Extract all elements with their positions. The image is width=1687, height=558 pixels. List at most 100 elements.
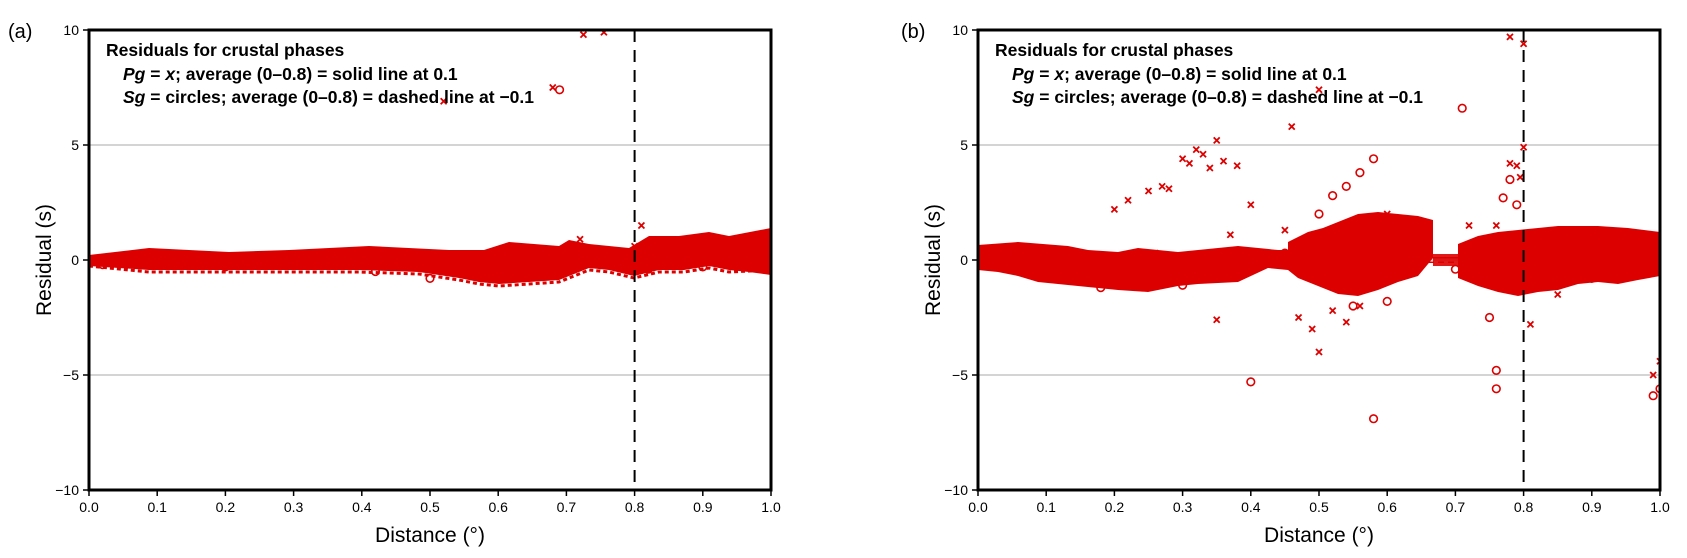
sg-point <box>548 248 558 258</box>
sg-point <box>1450 264 1461 274</box>
sg-avg-b: −0.1 <box>1388 87 1423 107</box>
pg-point <box>637 221 646 230</box>
legend-title-b: Residuals for crustal phases <box>995 40 1234 60</box>
sg-point <box>98 260 108 270</box>
xtick-label: 0.3 <box>284 499 304 515</box>
ytick-label: 5 <box>960 137 968 153</box>
xtick-label: 0.0 <box>968 499 988 515</box>
sg-avg-a: −0.1 <box>499 87 534 107</box>
pg-text-b: ; average (0–0.8) = solid line at <box>1064 64 1322 84</box>
sg-point <box>643 264 653 274</box>
ytick-label: −10 <box>55 482 79 498</box>
pg-point <box>1516 173 1524 181</box>
legend-title-a: Residuals for crustal phases <box>106 40 345 60</box>
ytick-label: −5 <box>63 367 79 383</box>
cloud-right-b <box>1458 226 1660 296</box>
sg-point <box>1655 384 1660 394</box>
sg-point <box>1621 269 1631 279</box>
cloud-flat-b <box>1433 254 1458 266</box>
sg-point <box>1328 191 1338 201</box>
legend-pg-b: Pg = x; average (0–0.8) = solid line at … <box>1012 64 1347 84</box>
panel-b-yticks <box>972 29 978 491</box>
xtick-label: 0.9 <box>1582 499 1602 515</box>
sg-point <box>1648 391 1658 401</box>
pg-point <box>576 235 584 243</box>
sg-name-b: Sg <box>1012 87 1035 107</box>
ytick-label: 5 <box>71 137 79 153</box>
sg-cloud-a <box>89 228 771 284</box>
pg-point <box>1588 228 1596 237</box>
panel-a-ytick-labels: 10 5 0 −5 −10 <box>55 22 79 498</box>
legend-sg-b: Sg = circles; average (0–0.8) = dashed l… <box>1012 87 1423 107</box>
pg-avg-b: 0.1 <box>1322 64 1347 84</box>
panel-b-points <box>987 33 1660 424</box>
sg-point <box>1498 193 1508 203</box>
sg-point <box>1348 301 1358 311</box>
pg-point <box>460 263 468 271</box>
pg-name-b: Pg <box>1012 64 1035 84</box>
pg-point <box>1519 143 1528 151</box>
pg-symbol-b: x <box>1053 64 1065 84</box>
sg-point <box>1587 273 1597 284</box>
pg-point <box>630 242 639 250</box>
sg-point <box>987 248 997 258</box>
pg-point <box>392 260 400 269</box>
sg-edge-a <box>89 264 771 288</box>
sg-point <box>1464 243 1474 254</box>
pg-point <box>1294 313 1303 322</box>
pg-point <box>753 237 761 246</box>
panel-b-ytick-labels: 10 5 0 −5 −10 <box>944 22 968 498</box>
x-axis-title-a: Distance (°) <box>375 524 485 547</box>
pg-point <box>221 254 230 262</box>
pg-point <box>1288 122 1296 131</box>
pg-point <box>1519 40 1528 48</box>
xtick-label: 0.4 <box>352 499 372 515</box>
pg-point <box>1356 302 1364 310</box>
pg-point <box>1165 185 1173 193</box>
pg-point <box>528 251 536 260</box>
ytick-label: 10 <box>63 22 79 38</box>
panel-a-legend: Residuals for crustal phases Pg = x; ave… <box>106 40 534 107</box>
pg-point <box>1506 159 1514 168</box>
xtick-label: 1.0 <box>1650 499 1670 515</box>
pg-point <box>1192 145 1200 154</box>
cloud-left-b <box>978 242 1288 292</box>
pg-point <box>1219 157 1228 165</box>
panel-b-xtick-labels: 0.0 0.1 0.2 0.3 0.4 0.5 0.6 0.7 0.8 0.9 … <box>968 499 1670 515</box>
panel-b-data <box>978 212 1660 296</box>
y-axis-title-b: Residual (s) <box>922 204 945 316</box>
xtick-label: 0.8 <box>625 499 645 515</box>
sg-point <box>493 266 503 277</box>
sg-point <box>1368 154 1379 164</box>
ytick-label: 0 <box>71 252 79 268</box>
xtick-label: 0.4 <box>1241 499 1261 515</box>
xtick-label: 0.5 <box>1309 499 1329 515</box>
legend-sg-a: Sg = circles; average (0–0.8) = dashed l… <box>123 87 534 107</box>
pg-point <box>1465 221 1473 230</box>
sg-point <box>1368 414 1379 424</box>
pg-point <box>1247 201 1255 209</box>
pg-point <box>699 247 707 255</box>
pg-point <box>1110 205 1119 214</box>
sg-point <box>1382 296 1392 307</box>
pg-point <box>1622 233 1630 241</box>
xtick-label: 0.3 <box>1173 499 1193 515</box>
xtick-label: 0.9 <box>693 499 713 515</box>
sg-point <box>554 85 565 95</box>
panel-a-data <box>89 228 771 288</box>
pg-point <box>1206 164 1214 172</box>
pg-point <box>1649 371 1657 379</box>
pg-point <box>1315 86 1323 94</box>
pg-point <box>1226 231 1234 239</box>
pg-point <box>99 254 107 262</box>
ytick-label: −5 <box>952 367 968 383</box>
sg-point <box>1457 103 1467 113</box>
xtick-label: 0.6 <box>1377 499 1397 515</box>
sg-point <box>1178 280 1188 290</box>
xtick-label: 0.0 <box>79 499 99 515</box>
panel-a-points <box>98 30 762 284</box>
pg-point <box>289 251 298 260</box>
panel-a: (a) Residuals for crustal phases Pg = x;… <box>8 21 781 547</box>
pg-point <box>1513 162 1521 170</box>
